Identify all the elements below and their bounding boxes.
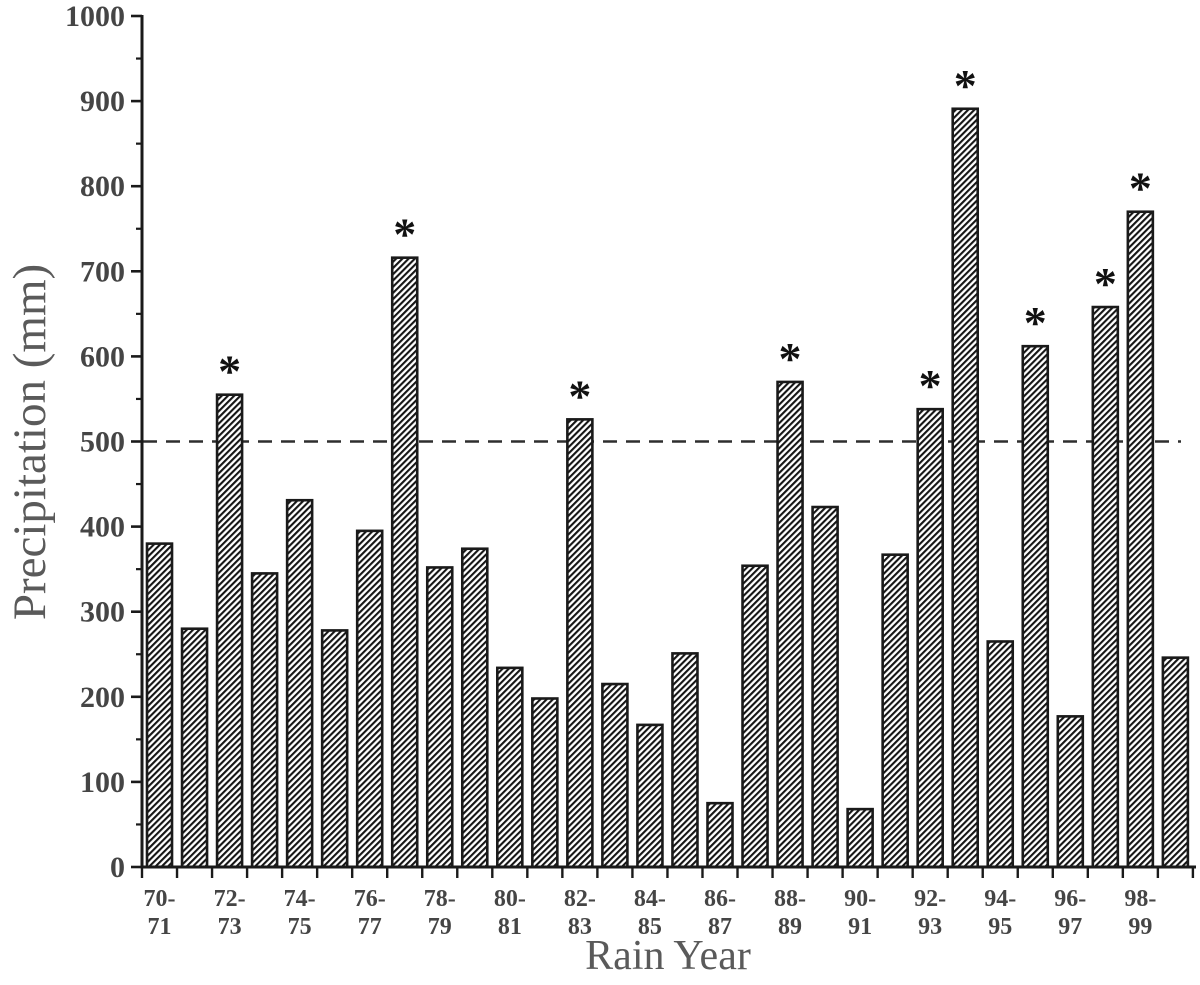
- bar: [531, 697, 559, 869]
- x-tick-label: 88-89: [774, 886, 806, 940]
- bar: [390, 256, 419, 869]
- bar: [636, 723, 664, 869]
- bar: [460, 547, 489, 869]
- y-tick-label: 400: [80, 511, 125, 544]
- bar: [180, 627, 209, 869]
- x-tick-label: 96-97: [1054, 886, 1086, 940]
- asterisk-marker: *: [919, 360, 942, 411]
- asterisk-marker: *: [954, 60, 977, 111]
- bar: [1161, 656, 1190, 869]
- asterisk-marker: *: [779, 333, 802, 384]
- y-tick-label: 200: [80, 681, 125, 714]
- x-tick-label: 80-81: [494, 886, 526, 940]
- bar: [741, 564, 769, 869]
- x-tick-label: 70-71: [144, 886, 176, 940]
- bar: [916, 407, 944, 869]
- y-tick-label: 0: [110, 851, 125, 884]
- y-tick-label: 600: [80, 340, 125, 373]
- x-axis-title: Rain Year: [585, 933, 751, 979]
- x-tick-label: 94-95: [984, 886, 1016, 940]
- x-tick-label: 84-85: [634, 886, 666, 940]
- bar: [285, 498, 314, 869]
- x-tick-label: 82-83: [564, 886, 596, 940]
- bar: [496, 666, 524, 869]
- y-tick-label: 300: [80, 596, 125, 629]
- bar: [776, 380, 804, 869]
- bar: [951, 107, 980, 869]
- y-tick-label: 800: [80, 170, 125, 203]
- asterisk-marker: *: [568, 370, 591, 421]
- bar: [250, 572, 279, 869]
- asterisk-marker: *: [1024, 297, 1047, 348]
- asterisk-marker: *: [1129, 163, 1152, 214]
- bar: [1091, 305, 1120, 869]
- asterisk-marker: *: [218, 346, 241, 397]
- bar: [1056, 715, 1085, 869]
- x-tick-label: 78-79: [424, 886, 456, 940]
- y-tick-label: 900: [80, 85, 125, 118]
- x-tick-label: 72-73: [214, 886, 246, 940]
- bar: [1021, 344, 1050, 869]
- x-tick-label: 98-99: [1124, 886, 1156, 940]
- y-tick-label: 700: [80, 255, 125, 288]
- x-tick-label: 86-87: [704, 886, 736, 940]
- bar: [986, 640, 1015, 869]
- x-tick-label: 92-93: [914, 886, 946, 940]
- bar: [425, 566, 454, 869]
- asterisk-marker: *: [393, 209, 416, 260]
- bar: [320, 629, 349, 869]
- bar: [1126, 210, 1155, 869]
- bar: [566, 418, 594, 869]
- bar: [706, 801, 734, 869]
- x-tick-label: 74-75: [284, 886, 316, 940]
- bar: [215, 393, 244, 869]
- y-axis-title: Precipitation (mm): [4, 263, 56, 621]
- asterisk-marker: *: [1094, 258, 1117, 309]
- bar: [355, 529, 384, 869]
- y-tick-label: 500: [80, 426, 125, 459]
- bar: [846, 807, 874, 869]
- bar: [671, 652, 699, 869]
- bar: [601, 682, 629, 869]
- bar: [811, 505, 839, 869]
- y-tick-label: 1000: [65, 0, 125, 33]
- x-tick-label: 90-91: [844, 886, 876, 940]
- x-tick-label: 76-77: [354, 886, 386, 940]
- bar: [145, 542, 174, 869]
- y-tick-label: 100: [80, 766, 125, 799]
- bar: [881, 553, 909, 869]
